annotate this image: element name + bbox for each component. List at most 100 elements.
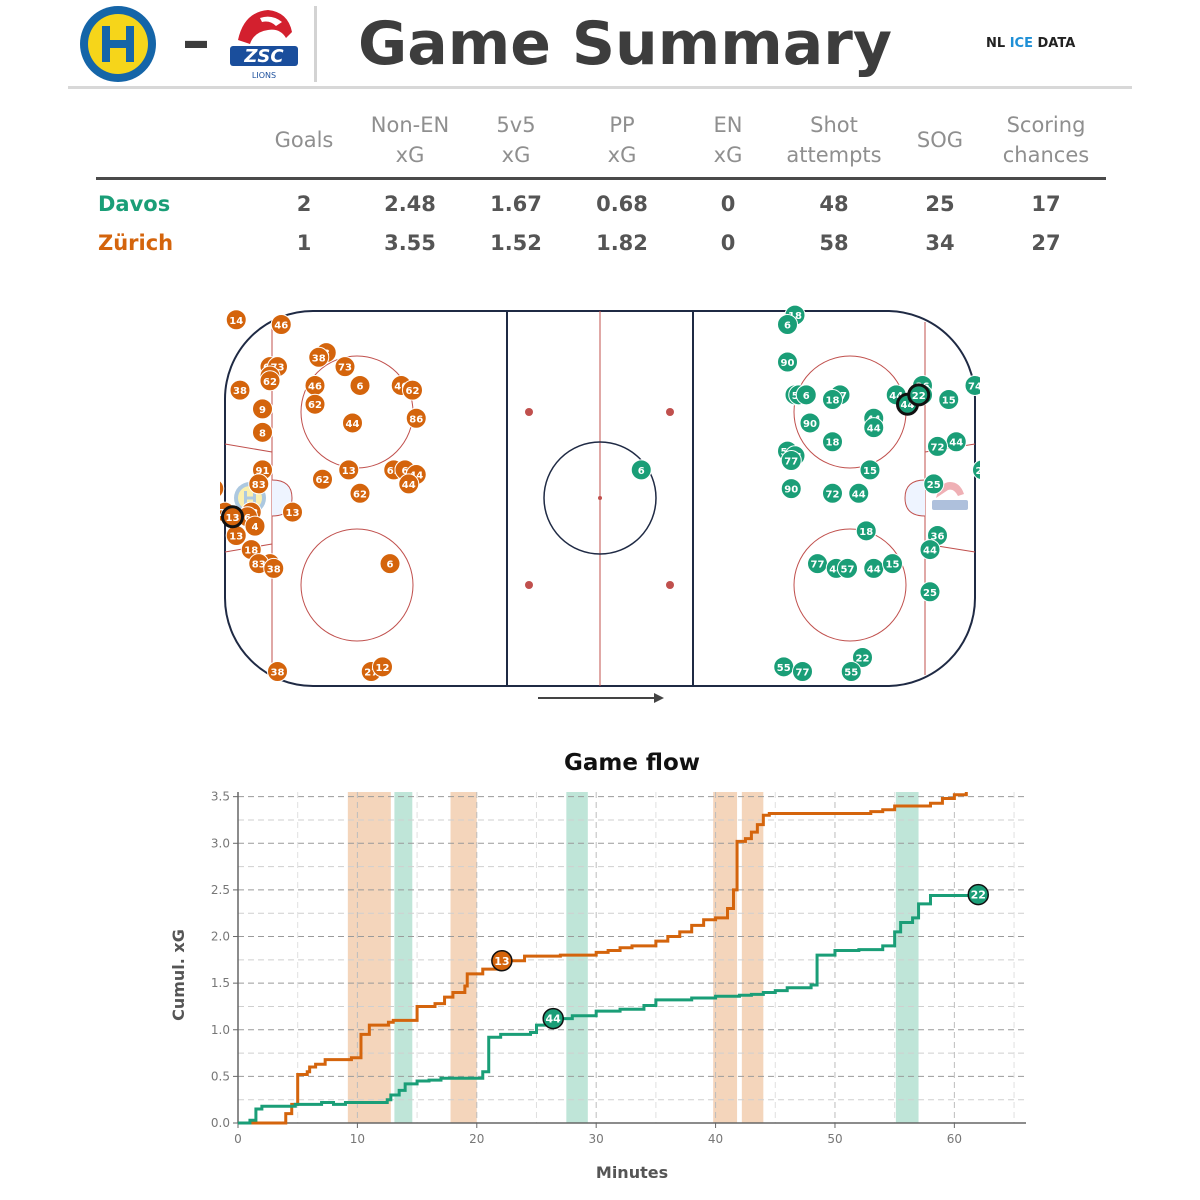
shot-dot: 13	[338, 459, 360, 481]
penalty-band-davos	[566, 792, 588, 1123]
chart-axes: 0 10 20 30 40 50 60 0.0 0.5 1.0 1.5 2.0 2.5 3.0 3.5	[211, 790, 1026, 1146]
header-divider	[314, 6, 317, 82]
col-header-pp_xg: PP xG	[552, 110, 692, 170]
shot-label: 55	[777, 663, 791, 674]
shot-label: 27	[364, 668, 378, 679]
penalty-shading	[347, 792, 919, 1123]
shot-dot: 6	[349, 374, 371, 396]
goal-shot-dot: 22	[907, 383, 931, 407]
shot-dot: 72	[822, 482, 843, 504]
shot-dot: 13	[225, 525, 247, 547]
col-header-line: chances	[1002, 143, 1090, 167]
shot-dot: 57	[837, 557, 858, 579]
zsc-logo: ZSC LIONS	[230, 10, 298, 80]
col-header-line: PP	[609, 113, 635, 137]
shot-dot: 15	[859, 459, 881, 481]
shot-label: 44	[402, 480, 416, 491]
shot-label: 62	[353, 489, 367, 500]
header-rule	[68, 86, 1132, 89]
shot-dot: 73	[334, 356, 356, 378]
shot-dot: 18	[822, 431, 843, 453]
col-header-line: xG	[607, 143, 637, 167]
shot-dot: 55	[840, 661, 862, 683]
series-line-zrich	[238, 792, 968, 1125]
shot-label: 25	[927, 480, 941, 491]
shot-label: 83	[252, 560, 266, 571]
shot-label: 44	[867, 564, 881, 575]
shot-dot: 22	[852, 646, 873, 668]
shot-label: 22	[912, 391, 926, 402]
shot-label: 14	[229, 316, 243, 327]
shot-dot: 38	[220, 480, 225, 498]
shot-dot: 62	[402, 379, 423, 401]
shot-map: 1446838627373276246646623838629864487383…	[220, 304, 980, 703]
x-tick-label: 50	[827, 1132, 842, 1146]
shot-label: 73	[271, 363, 285, 374]
shot-dot: 62	[304, 393, 326, 415]
header-dash: –	[182, 9, 210, 74]
game-flow-chart: Game flow 0 10 20 30 40 50 60 0.0 0.5 1.0 1.5 2.0 2.…	[169, 750, 1026, 1182]
shot-label: 62	[406, 386, 420, 397]
shot-dot: 62	[312, 468, 333, 490]
shot-label: 83	[252, 480, 266, 491]
shot-label: 15	[863, 466, 877, 477]
stat-cell-shot_attempts: 48	[819, 192, 849, 216]
goal-marker-label: 13	[494, 955, 509, 968]
shot-label: 38	[271, 668, 285, 679]
shot-label: 6	[784, 320, 791, 331]
col-header-line: Shot	[810, 113, 858, 137]
shot-dot: 18	[855, 520, 877, 542]
shot-label: 62	[263, 377, 277, 388]
stat-cell-sog: 25	[925, 192, 955, 216]
shot-dot: 14	[225, 309, 247, 331]
penalty-band-zurich	[347, 792, 391, 1123]
col-header-line: attempts	[786, 143, 882, 167]
stat-cell-xg_5v5: 1.52	[490, 231, 542, 255]
shot-label: 15	[886, 560, 900, 571]
shot-label: 25	[923, 588, 937, 599]
x-tick-label: 30	[589, 1132, 604, 1146]
col-header-xg_5v5: 5v5 xG	[446, 110, 586, 170]
penalty-band-zurich	[741, 792, 764, 1123]
shot-label: 9	[259, 405, 266, 416]
col-header-line: SOG	[916, 128, 964, 152]
shot-dot: 55	[773, 656, 795, 678]
shot-label: 44	[829, 564, 843, 575]
shot-dot: 38	[308, 346, 330, 368]
shot-dot: 77	[792, 661, 813, 683]
col-header-shot_attempts: Shot attempts	[764, 110, 904, 170]
shot-dot: 4	[244, 515, 266, 537]
shot-label: 44	[889, 391, 903, 402]
shot-dot: 83	[248, 473, 270, 495]
col-header-line: 5v5	[496, 113, 536, 137]
shot-label: 13	[226, 513, 240, 524]
shot-dot: 9	[252, 398, 273, 420]
shot-label: 18	[244, 546, 258, 557]
shot-label: 38	[220, 485, 221, 496]
stat-cell-en_xg: 0	[720, 192, 736, 216]
svg-text:ZSC: ZSC	[243, 46, 284, 67]
col-header-line: EN	[713, 113, 743, 137]
shot-dot: 90	[777, 351, 798, 373]
col-header-scoring_chances: Scoring chances	[976, 110, 1116, 170]
shot-dot: 74	[964, 374, 980, 396]
shot-label: 46	[308, 381, 322, 392]
stats-table: Goals Non-EN xG 5v5 xG PP xG EN xG Shot attempts SO…	[96, 110, 1106, 255]
y-tick-label: 2.0	[211, 930, 230, 944]
penalty-band-zurich	[713, 792, 738, 1123]
penalty-band-davos	[394, 792, 413, 1123]
x-tick-label: 10	[350, 1132, 365, 1146]
shot-label: 38	[267, 564, 281, 575]
shot-dots: 1446838627373276246646623838629864487383…	[220, 304, 980, 683]
shot-label: 44	[923, 546, 937, 557]
shot-dot: 6	[777, 313, 798, 335]
shot-dot: 62	[259, 370, 281, 392]
shot-dot: 13	[282, 501, 303, 523]
shot-label: 62	[308, 400, 322, 411]
shot-dot: 44	[863, 417, 885, 439]
shot-dot: 25	[923, 473, 945, 495]
shot-label: 44	[852, 489, 866, 500]
y-tick-label: 1.0	[211, 1023, 230, 1037]
shot-dot: 15	[882, 553, 903, 575]
shot-label: 74	[968, 381, 980, 392]
